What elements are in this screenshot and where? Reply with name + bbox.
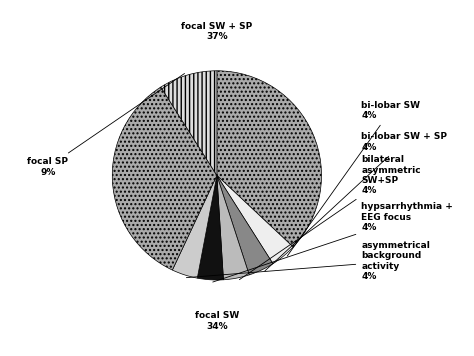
Text: hypsarrhythmia +
EEG focus
4%: hypsarrhythmia + EEG focus 4% — [213, 202, 453, 282]
Wedge shape — [197, 176, 223, 280]
Wedge shape — [173, 176, 217, 278]
Text: focal SW
34%: focal SW 34% — [195, 312, 239, 331]
Wedge shape — [217, 176, 249, 280]
Wedge shape — [112, 87, 217, 270]
Text: asymmetrical
background
activity
4%: asymmetrical background activity 4% — [186, 241, 430, 281]
Text: focal SW + SP
37%: focal SW + SP 37% — [181, 22, 253, 42]
Wedge shape — [217, 71, 321, 247]
Text: bilateral
asymmetric
SW+SP
4%: bilateral asymmetric SW+SP 4% — [239, 155, 421, 280]
Wedge shape — [217, 176, 293, 264]
Wedge shape — [217, 176, 273, 275]
Wedge shape — [161, 71, 217, 176]
Text: bi-lobar SW + SP
4%: bi-lobar SW + SP 4% — [265, 132, 447, 271]
Text: focal SP
9%: focal SP 9% — [27, 73, 184, 177]
Text: bi-lobar SW
4%: bi-lobar SW 4% — [287, 101, 420, 256]
